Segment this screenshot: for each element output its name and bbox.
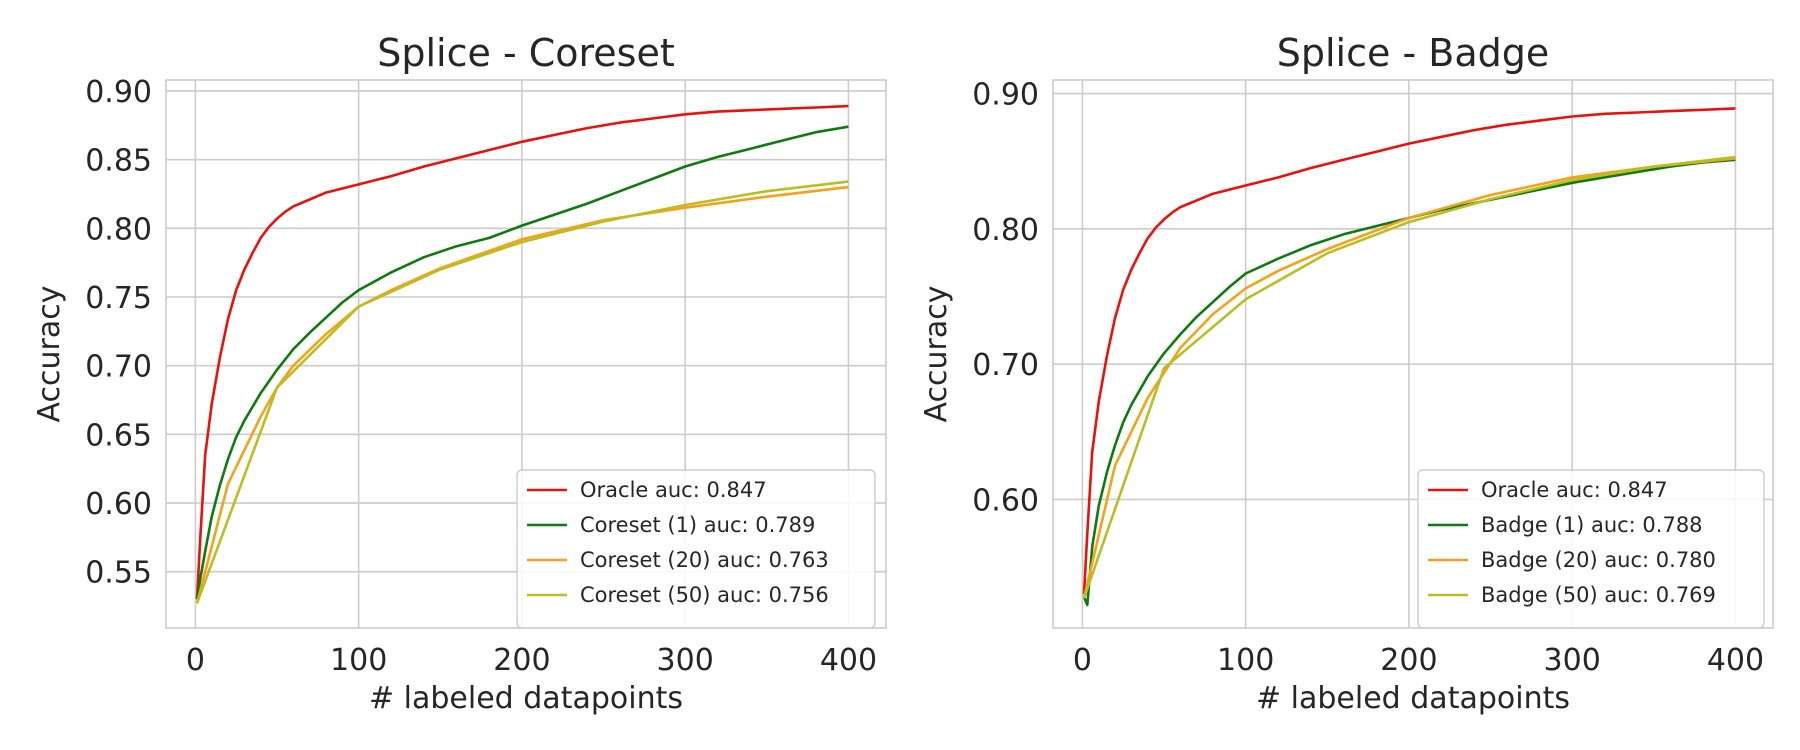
chart-splice-coreset: 0 100 200 300 400 0.55 0.60 0.65 0.70 0.75 0.80 0.8… xyxy=(32,31,887,716)
y-axis-label: Accuracy xyxy=(919,286,954,423)
y-tick-label: 0.90 xyxy=(972,78,1039,113)
y-tick-label: 0.70 xyxy=(85,350,152,385)
y-tick-label: 0.60 xyxy=(85,487,152,522)
series-line-1 xyxy=(1082,158,1736,607)
series-line-0 xyxy=(195,104,849,600)
chart-splice-badge: 0 100 200 300 400 0.60 0.70 0.80 0.90 Splice - Ba… xyxy=(919,31,1774,716)
legend-box xyxy=(516,469,876,629)
y-tick-label: 0.55 xyxy=(85,556,152,591)
x-tick-label: 0 xyxy=(186,643,205,678)
legend-entry: Oracle auc: 0.847 xyxy=(1481,478,1668,502)
y-tick-label: 0.75 xyxy=(85,281,152,316)
series-line-0 xyxy=(1082,107,1736,595)
x-tick-label: 300 xyxy=(657,643,714,678)
legend-entry: Coreset (1) auc: 0.789 xyxy=(580,513,815,537)
y-tick-label: 0.85 xyxy=(85,144,152,179)
x-tick-label: 200 xyxy=(1380,643,1437,678)
x-tick-label: 100 xyxy=(1217,643,1274,678)
legend-box xyxy=(1417,469,1765,629)
y-tick-label: 0.90 xyxy=(85,75,152,110)
plot-frame xyxy=(1052,79,1774,629)
legend: Oracle auc: 0.847 Badge (1) auc: 0.788 Bad… xyxy=(1417,469,1765,629)
legend-entry: Coreset (50) auc: 0.756 xyxy=(580,583,829,607)
y-tick-label: 0.80 xyxy=(972,213,1039,248)
y-tick-label: 0.60 xyxy=(972,483,1039,518)
legend-entry: Badge (20) auc: 0.780 xyxy=(1481,548,1716,572)
x-tick-label: 100 xyxy=(330,643,387,678)
x-tick-label: 400 xyxy=(820,643,877,678)
x-axis-label: # labeled datapoints xyxy=(1256,681,1570,716)
x-tick-label: 200 xyxy=(493,643,550,678)
y-tick-label: 0.65 xyxy=(85,418,152,453)
y-axis-label: Accuracy xyxy=(32,286,67,423)
x-tick-label: 300 xyxy=(1544,643,1601,678)
legend-entry: Badge (1) auc: 0.788 xyxy=(1481,513,1703,537)
series-line-3 xyxy=(195,180,849,604)
x-axis-label: # labeled datapoints xyxy=(369,681,683,716)
chart-title: Splice - Badge xyxy=(1277,31,1549,75)
y-tick-label: 0.80 xyxy=(85,212,152,247)
legend-entry: Oracle auc: 0.847 xyxy=(580,478,767,502)
series-line-1 xyxy=(195,125,849,600)
series-line-2 xyxy=(1082,157,1736,599)
chart-title: Splice - Coreset xyxy=(377,31,675,75)
x-tick-label: 400 xyxy=(1707,643,1764,678)
legend: Oracle auc: 0.847 Coreset (1) auc: 0.789 C… xyxy=(516,469,876,629)
legend-entry: Badge (50) auc: 0.769 xyxy=(1481,583,1716,607)
x-tick-label: 0 xyxy=(1073,643,1092,678)
series-line-3 xyxy=(1082,155,1736,599)
legend-entry: Coreset (20) auc: 0.763 xyxy=(580,548,829,572)
y-tick-label: 0.70 xyxy=(972,348,1039,383)
